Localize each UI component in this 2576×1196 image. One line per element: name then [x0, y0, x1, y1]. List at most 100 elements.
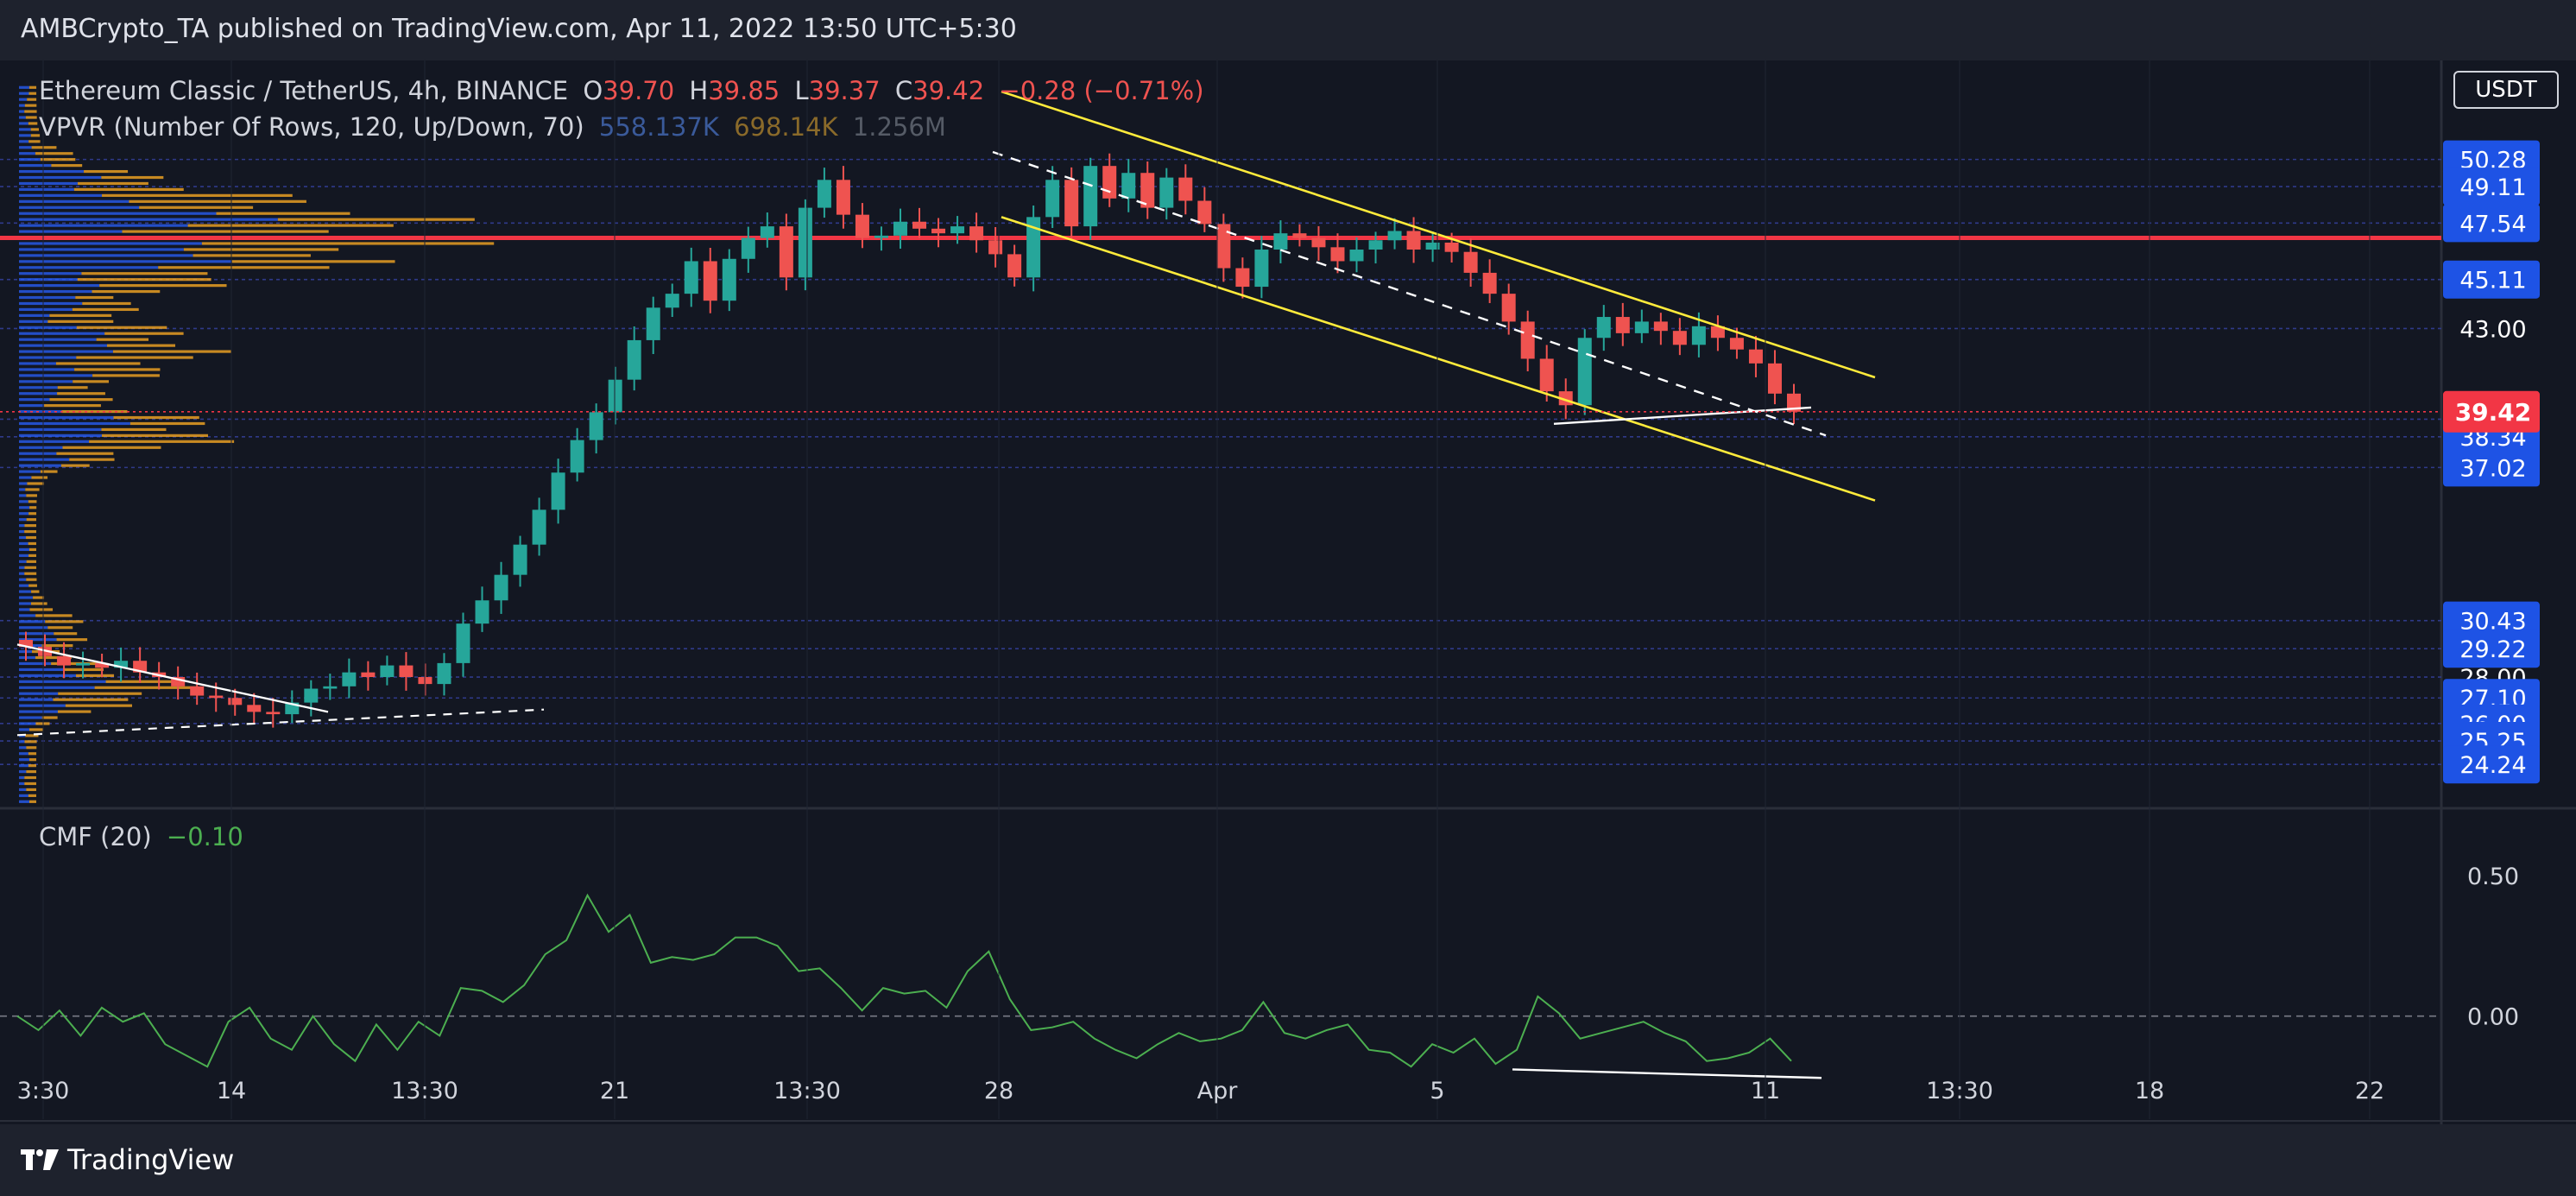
candle-body [912, 221, 927, 229]
vpvr-up-bar [19, 421, 130, 426]
candle-body [1292, 233, 1307, 238]
candle-body [1368, 240, 1383, 250]
time-axis-label: 18 [2135, 1078, 2164, 1104]
candle-body [988, 240, 1003, 255]
candle-body [1787, 393, 1801, 412]
vpvr-down-bar [41, 716, 58, 719]
vpvr-up-bar [19, 794, 28, 797]
time-axis-label: 5 [1430, 1078, 1444, 1104]
vpvr-down-bar [49, 313, 112, 317]
vpvr-down-bar [26, 518, 37, 522]
candle-body [741, 237, 755, 259]
vpvr-down-bar [26, 769, 37, 774]
vpvr-down-bar [139, 206, 254, 209]
vpvr-up-bar [19, 674, 77, 677]
vpvr-up-bar [19, 368, 75, 371]
vpvr-down-bar [76, 326, 167, 329]
vpvr-up-bar [19, 307, 73, 312]
vpvr-up-bar [19, 181, 78, 186]
candle-body [1729, 338, 1744, 350]
vpvr-up-bar [19, 313, 50, 317]
channel-mid-line [992, 150, 1827, 437]
vpvr-up-bar [19, 242, 202, 245]
vpvr-down-bar [28, 92, 37, 95]
vpvr-down-bar [56, 638, 88, 642]
candle-body [1102, 166, 1117, 199]
candle-body [57, 655, 72, 666]
vpvr-up-bar [19, 199, 129, 203]
candle-body [589, 412, 603, 440]
vpvr-down-bar [35, 614, 73, 617]
candle-body [1273, 233, 1288, 250]
vpvr-down-bar [277, 218, 475, 221]
vpvr-down-bar [24, 740, 37, 744]
vpvr-up-bar [19, 482, 28, 485]
vpvr-down-bar [28, 764, 37, 768]
candle-body [1254, 250, 1269, 288]
cmf-legend: CMF (20) −0.10 [39, 822, 250, 851]
vpvr-down-bar [26, 560, 37, 563]
vpvr-up-bar [19, 602, 31, 605]
vpvr-down-bar [25, 116, 37, 119]
vpvr-up-bar [19, 614, 36, 617]
candle-body [665, 294, 679, 308]
candle-body [1216, 224, 1231, 269]
vpvr-down-bar [57, 710, 92, 713]
vpvr-down-bar [61, 409, 128, 414]
vpvr-up-bar [19, 566, 25, 569]
tradingview-footer[interactable]: TradingView [21, 1138, 234, 1181]
price-level-label: 49.11 [2459, 174, 2526, 201]
vpvr-down-bar [33, 596, 45, 599]
vpvr-down-bar [101, 427, 167, 432]
vpvr-up-bar [19, 620, 46, 623]
vpvr-up-bar [19, 740, 25, 744]
currency-unit-label[interactable]: USDT [2453, 71, 2559, 109]
vpvr-down-bar [28, 794, 36, 797]
price-level-badge: 45.11 [2443, 260, 2540, 299]
vpvr-up-bar [19, 764, 28, 768]
vpvr-down-bar [183, 248, 339, 251]
vpvr-up-bar [19, 212, 217, 215]
candle-body [1178, 177, 1193, 201]
cmf-title[interactable]: CMF (20) [39, 822, 152, 851]
vpvr-down-bar [106, 344, 176, 347]
vpvr-up-bar [19, 301, 83, 306]
vpvr-up-bar [19, 398, 50, 402]
vpvr-down-bar [29, 758, 37, 762]
vpvr-title[interactable]: VPVR (Number Of Rows, 120, Up/Down, 70) [39, 112, 584, 142]
candle-body [1083, 166, 1098, 227]
candle-body [1330, 247, 1345, 262]
vpvr-up-bar [19, 134, 31, 137]
candle-body [1235, 268, 1250, 288]
vpvr-down-bar [30, 128, 40, 131]
candle-body [760, 226, 774, 238]
price-level-badge: 37.02 [2443, 448, 2540, 487]
vpvr-down-bar [54, 632, 78, 636]
price-level-badge: 29.22 [2443, 630, 2540, 668]
vpvr-down-bar [24, 566, 37, 569]
candle-body [684, 261, 698, 294]
candle-body [1425, 242, 1440, 250]
vpvr-up-bar [19, 187, 74, 192]
vpvr-down-bar [26, 494, 37, 497]
price-chart[interactable]: 50.2849.1147.5445.1143.0039.1038.3437.02… [0, 60, 2576, 1124]
vpvr-up-bar [19, 320, 48, 323]
symbol-title[interactable]: Ethereum Classic / TetherUS, 4h, BINANCE [39, 76, 569, 105]
vpvr-up-bar [19, 92, 29, 95]
vpvr-down-bar [26, 746, 37, 750]
candle-body [475, 600, 489, 624]
vpvr-up-bar [19, 140, 29, 143]
vpvr-down-bar [30, 134, 41, 137]
vpvr-down-bar [99, 284, 227, 288]
price-level-label: 37.02 [2459, 455, 2526, 482]
vpvr-legend: VPVR (Number Of Rows, 120, Up/Down, 70) … [39, 112, 953, 142]
vpvr-up-bar [19, 470, 41, 473]
chart-frame[interactable]: 50.2849.1147.5445.1143.0039.1038.3437.02… [0, 60, 2576, 1124]
candle-body [1596, 317, 1611, 339]
vpvr-down-bar [31, 146, 57, 149]
cmf-value: −0.10 [166, 822, 243, 851]
candle-body [1482, 272, 1497, 294]
vpvr-up-bar [19, 680, 106, 683]
vpvr-up-bar [19, 752, 28, 756]
vpvr-down-bar [49, 398, 113, 402]
